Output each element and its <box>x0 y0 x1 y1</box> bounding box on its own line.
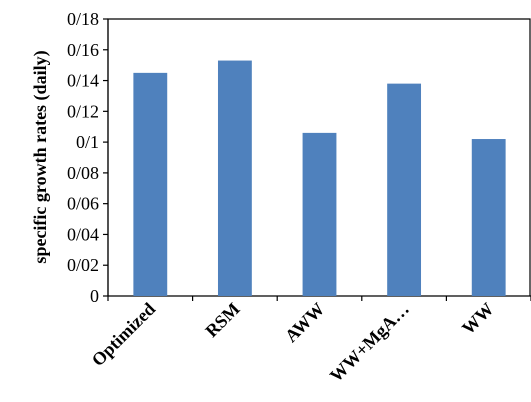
y-tick-label: 0/14 <box>67 71 99 91</box>
x-category-label: Optimized <box>88 299 159 370</box>
plot-area: 0 0/02 0/04 0/06 0/08 0/1 0/12 0/14 0/16 0/18 Opti… <box>67 9 531 386</box>
bar-1 <box>217 60 252 296</box>
y-tick-label: 0/18 <box>67 9 99 29</box>
y-tick-label: 0/08 <box>67 163 99 183</box>
y-tick-label: 0/02 <box>67 255 99 275</box>
y-tick-label: 0 <box>90 286 99 306</box>
x-category-label: WW+MgA… <box>326 299 413 386</box>
bar-3 <box>387 83 422 296</box>
y-axis-title: specific growth rates (daily) <box>30 50 51 263</box>
x-category-label: WW <box>458 299 498 339</box>
bar-0 <box>133 72 168 296</box>
y-tick-label: 0/1 <box>76 132 99 152</box>
y-tick-label: 0/16 <box>67 40 99 60</box>
x-category-label: RSM <box>201 299 243 341</box>
x-category-label: AWW <box>281 299 328 346</box>
bar-2 <box>302 132 337 296</box>
y-tick-label: 0/04 <box>67 224 99 244</box>
bar-4 <box>471 139 506 296</box>
y-tick-label: 0/12 <box>67 101 99 121</box>
y-tick-label: 0/06 <box>67 194 99 214</box>
